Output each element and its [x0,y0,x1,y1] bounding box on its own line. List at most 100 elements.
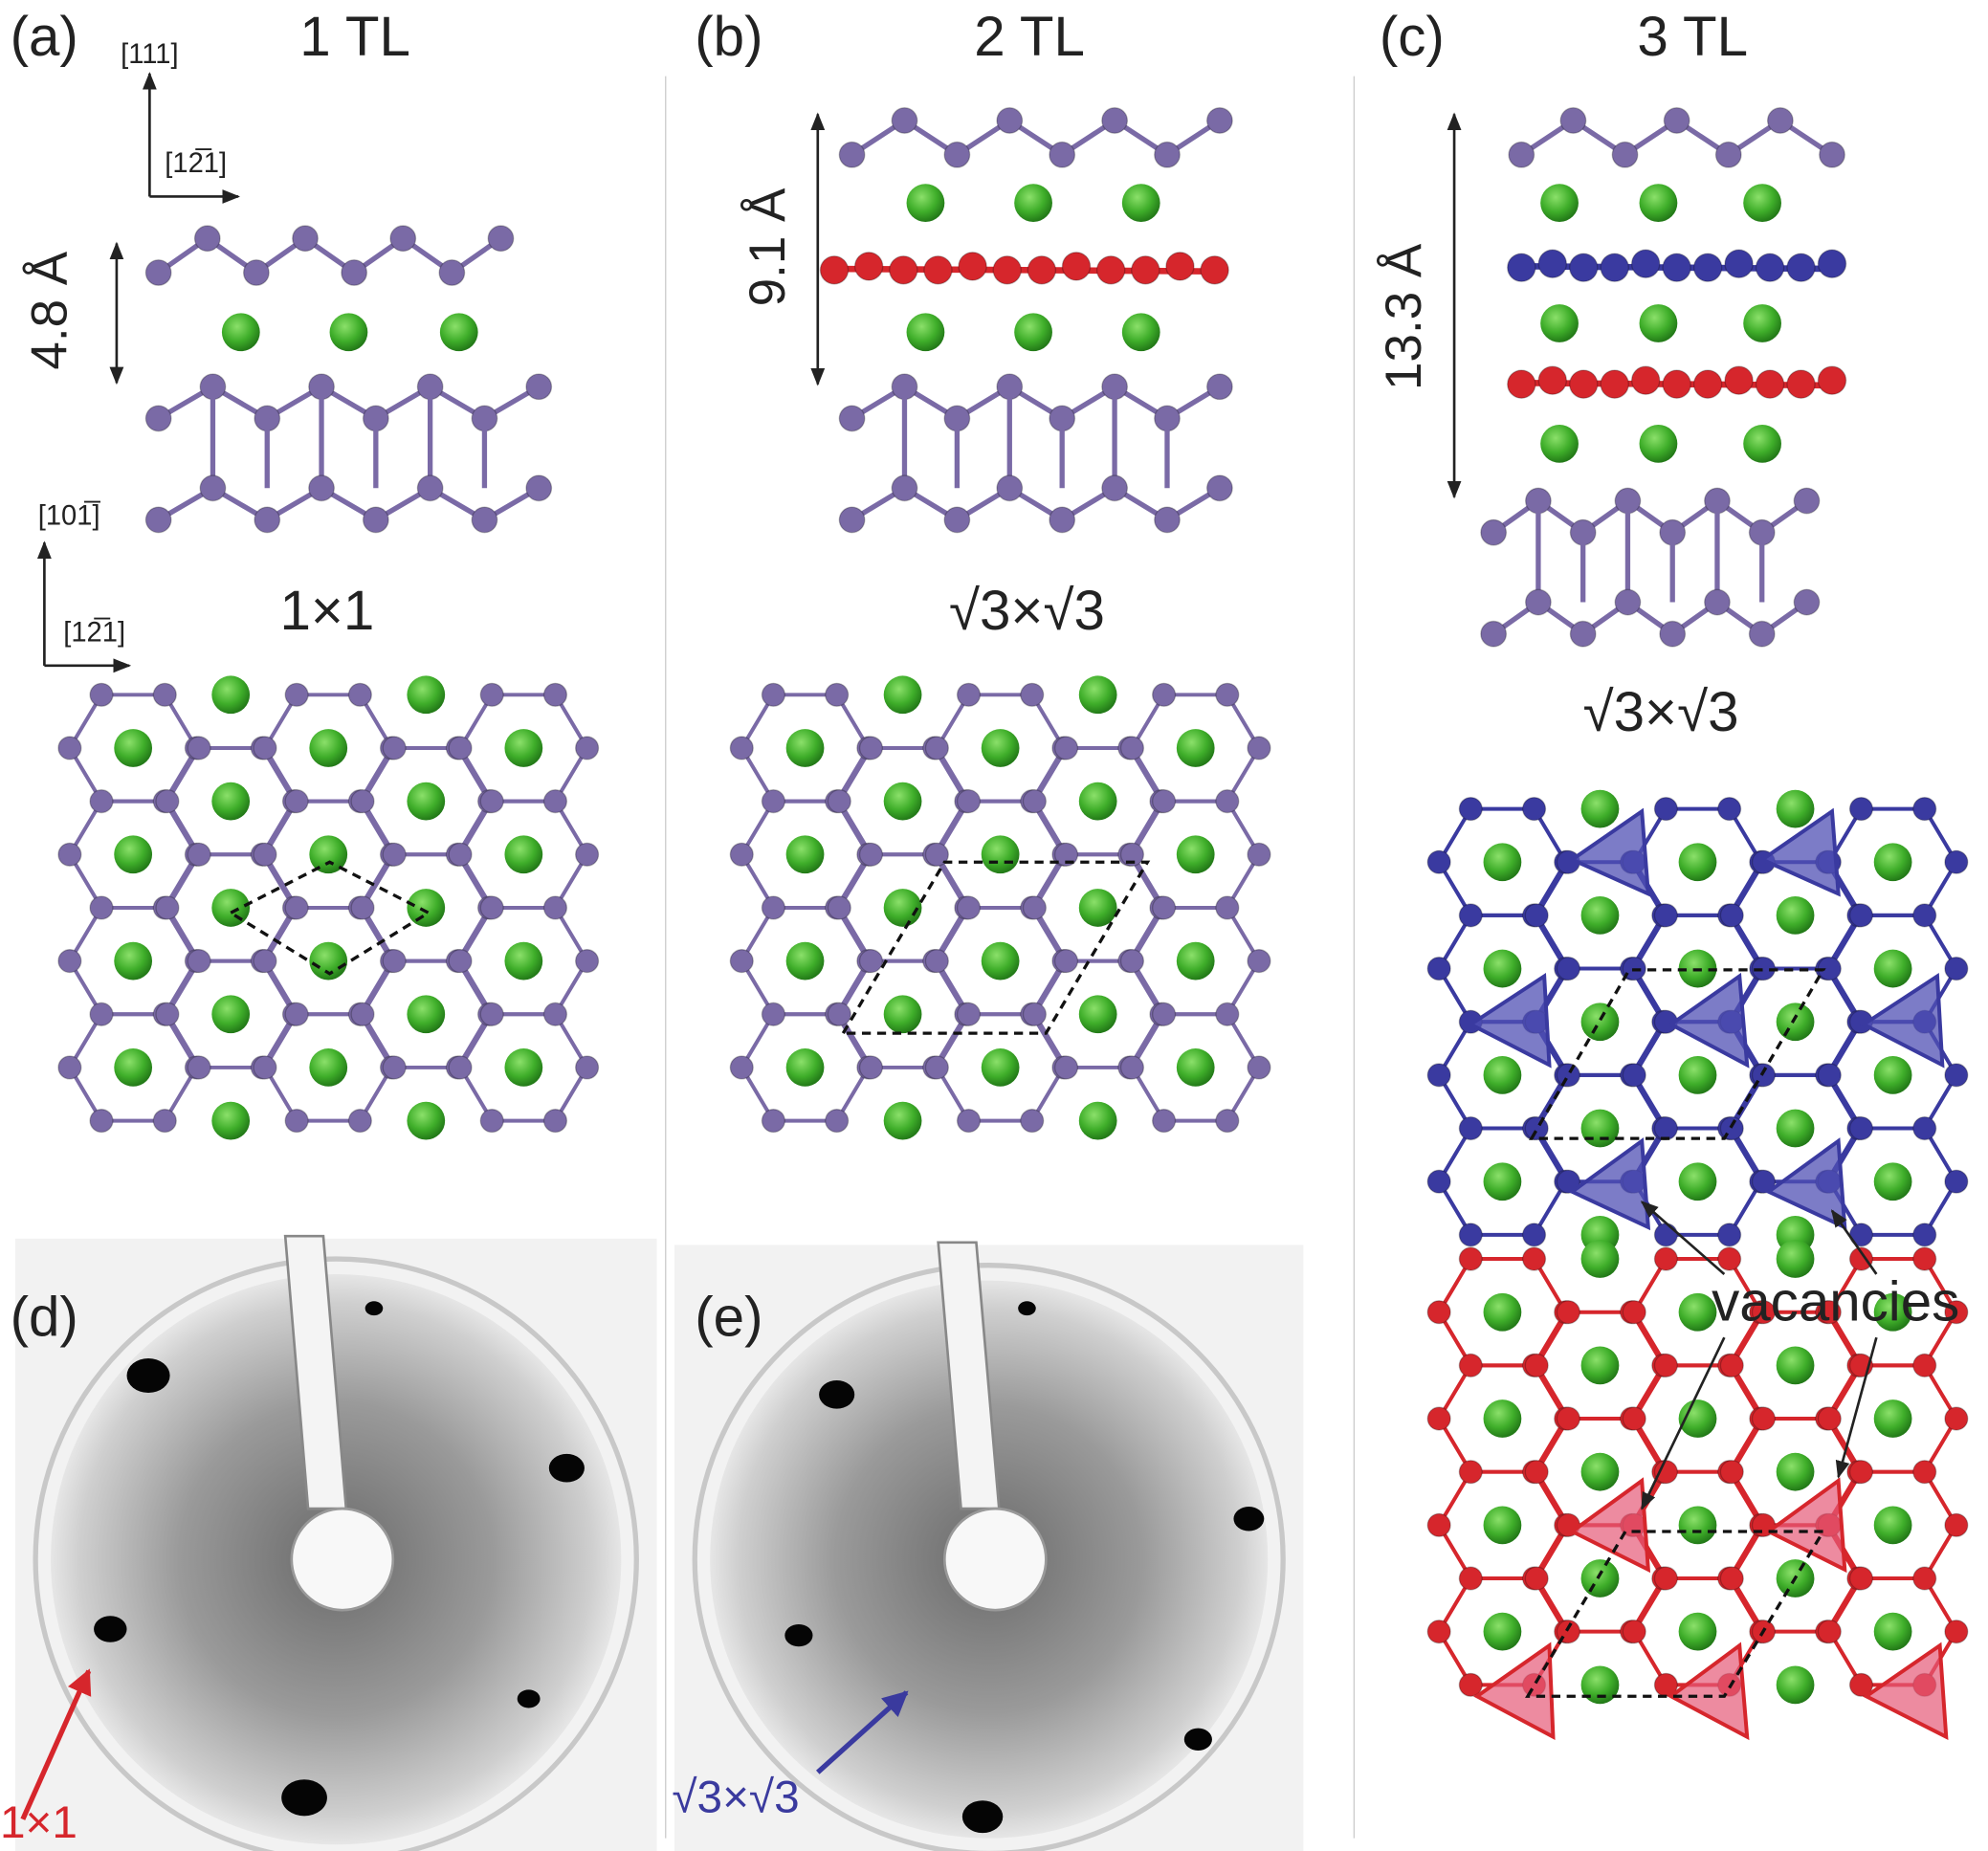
atom [253,1055,277,1080]
green-atom [981,729,1020,767]
vacancy [1568,1137,1651,1231]
atom [1154,141,1181,168]
panel-label: (b) [695,6,762,68]
atom [1719,1353,1744,1377]
green-atom [1580,1003,1620,1042]
atom [827,895,851,920]
atom [1793,588,1821,616]
atom [187,842,211,867]
atom [1819,141,1845,168]
atom [1569,253,1599,282]
vacancy [1862,1642,1949,1741]
atom [1912,1115,1937,1141]
atom [292,225,319,253]
atom [1622,1406,1646,1431]
atom [1507,253,1536,282]
green-atom [1873,1506,1912,1545]
atom [1022,1002,1047,1026]
green-atom [785,941,825,981]
green-atom [1483,1399,1522,1438]
atom [1717,796,1742,822]
panel-label: (a) [11,6,78,68]
atom [57,949,82,974]
vacancy [1467,972,1552,1069]
green-atom [1776,1665,1815,1705]
atom [1049,141,1076,168]
atom [155,895,180,920]
green-atom [1776,789,1815,828]
atom [1786,369,1816,399]
atom [253,842,277,867]
atom [479,789,504,814]
atom [1751,1406,1777,1431]
atom [1524,1566,1549,1591]
electron-gun [942,1507,1048,1612]
atom [1458,1566,1483,1591]
atom [1912,1246,1937,1271]
green-atom [211,675,251,715]
atom [1659,620,1687,648]
arrow [816,1690,909,1774]
atom [57,736,82,760]
vacancy [1473,1642,1556,1741]
arrow [20,1668,92,1820]
atom [1912,903,1937,928]
atom [1622,1620,1646,1644]
atom [761,1108,785,1134]
atom [1524,1460,1549,1485]
atom [284,1002,309,1026]
atom [1817,1300,1842,1325]
atom [1154,506,1181,534]
atom [996,107,1024,134]
atom [729,949,754,974]
atom [889,255,918,285]
atom [193,225,221,253]
green-atom [883,782,922,821]
atom [1793,487,1821,515]
atom [1151,895,1177,920]
atom [341,259,368,286]
atom [1692,253,1723,282]
atom [1912,1460,1937,1485]
green-atom [407,995,446,1034]
atom [729,1055,754,1080]
atom [761,895,785,920]
atom [891,107,918,134]
green-atom [114,1048,153,1087]
atom [1426,1406,1451,1431]
atom [1556,1169,1580,1194]
green-atom [1580,1452,1620,1491]
diffraction-spot [517,1689,541,1708]
atom [924,1055,949,1080]
atom [284,682,309,707]
atom [1119,949,1145,974]
atom [1053,736,1079,760]
atom [1719,903,1744,928]
atom [924,949,949,974]
atom [1653,1223,1678,1247]
atom [1653,796,1678,822]
atom [1247,736,1271,760]
atom [1944,1169,1969,1194]
leed-images [14,1234,1304,1851]
atom [996,474,1024,502]
atom [943,506,971,534]
atom [1751,1300,1777,1325]
atom [525,373,553,401]
green-atom [1776,896,1815,935]
atom [1755,369,1785,399]
atom [992,255,1022,285]
atom [1611,141,1639,168]
atom [1458,1460,1483,1485]
green-atom [906,313,945,352]
atom [1215,1002,1240,1026]
arrow [1835,1336,1878,1479]
atom [1061,252,1092,281]
leed-screen-rim [33,1256,639,1851]
atom [1131,255,1160,285]
green-atom [1776,1452,1815,1491]
atom [347,1108,372,1134]
atom [1653,1115,1678,1141]
structures [20,72,1969,1820]
green-atom [407,1101,446,1140]
